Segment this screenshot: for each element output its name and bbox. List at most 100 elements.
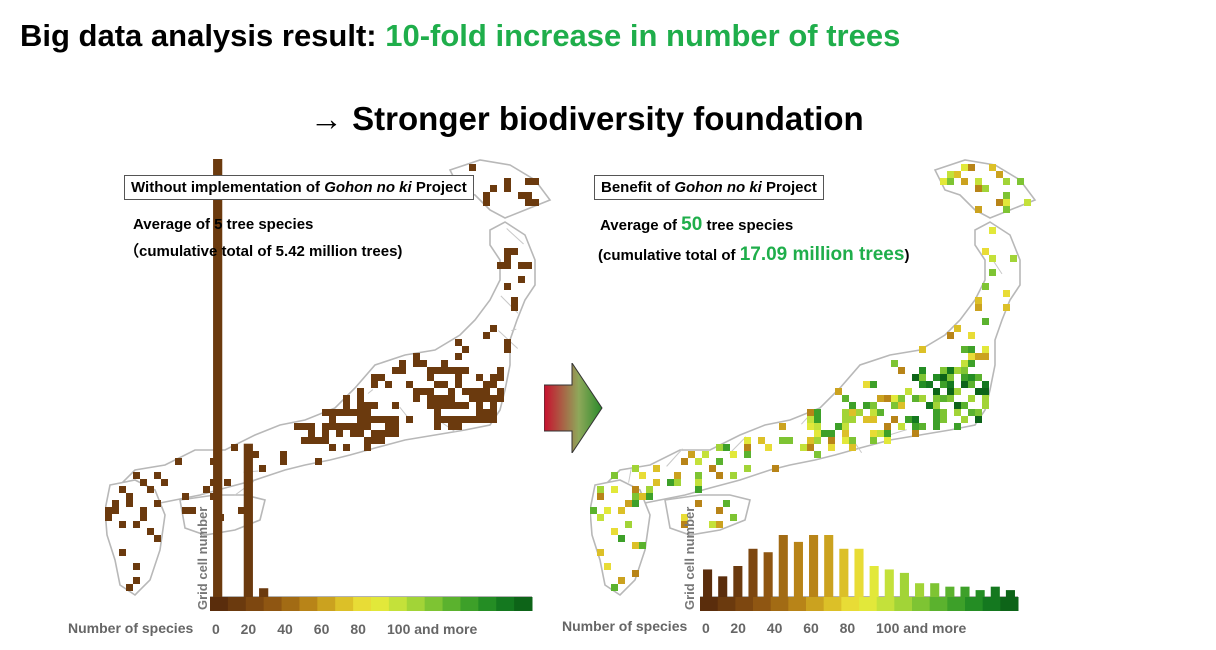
- grid-cell: [112, 507, 119, 514]
- slide-subtitle: → Stronger biodiversity foundation: [310, 100, 864, 137]
- grid-cell: [814, 409, 821, 416]
- grid-cell: [968, 353, 975, 360]
- grid-cell: [378, 416, 385, 423]
- grid-cell: [926, 402, 933, 409]
- grid-cell: [898, 402, 905, 409]
- grid-cell: [954, 388, 961, 395]
- grid-cell: [182, 507, 189, 514]
- grid-cell: [455, 416, 462, 423]
- grid-cell: [371, 430, 378, 437]
- grid-cell: [898, 367, 905, 374]
- grid-cell: [786, 437, 793, 444]
- grid-cell: [161, 479, 168, 486]
- grid-cell: [814, 416, 821, 423]
- grid-cell: [497, 367, 504, 374]
- hist-bar: [1005, 590, 1015, 597]
- hist-bar: [748, 548, 758, 597]
- hist-bar: [990, 586, 1000, 597]
- grid-cell: [343, 409, 350, 416]
- grid-cell: [364, 416, 371, 423]
- colorbar-segment: [876, 597, 895, 611]
- grid-cell: [455, 402, 462, 409]
- grid-cell: [681, 521, 688, 528]
- right-average: Average of 50 tree species: [600, 214, 793, 236]
- grid-cell: [483, 192, 490, 199]
- title-prefix: Big data analysis result:: [20, 18, 386, 53]
- grid-cell: [154, 535, 161, 542]
- right-tick-label: 80: [839, 620, 856, 636]
- grid-cell: [961, 360, 968, 367]
- grid-cell: [975, 185, 982, 192]
- grid-cell: [933, 388, 940, 395]
- grid-cell: [674, 479, 681, 486]
- grid-cell: [378, 430, 385, 437]
- grid-cell: [364, 437, 371, 444]
- grid-cell: [849, 437, 856, 444]
- grid-cell: [147, 528, 154, 535]
- grid-cell: [224, 479, 231, 486]
- grid-cell: [385, 416, 392, 423]
- grid-cell: [632, 570, 639, 577]
- grid-cell: [723, 500, 730, 507]
- right-box-italic: Gohon no ki: [674, 179, 762, 196]
- prefecture-border: [628, 468, 632, 483]
- grid-cell: [371, 416, 378, 423]
- grid-cell: [448, 402, 455, 409]
- grid-cell: [982, 402, 989, 409]
- grid-cell: [779, 423, 786, 430]
- grid-cell: [301, 437, 308, 444]
- grid-cell: [280, 451, 287, 458]
- grid-cell: [462, 402, 469, 409]
- grid-cell: [1003, 304, 1010, 311]
- grid-cell: [933, 395, 940, 402]
- grid-cell: [413, 388, 420, 395]
- colorbar-segment: [965, 597, 984, 611]
- colorbar-segment: [841, 597, 860, 611]
- grid-cell: [989, 255, 996, 262]
- grid-cell: [744, 451, 751, 458]
- grid-cell: [322, 409, 329, 416]
- grid-cell: [441, 402, 448, 409]
- grid-cell: [336, 423, 343, 430]
- grid-cell: [448, 367, 455, 374]
- grid-cell: [730, 451, 737, 458]
- grid-cell: [646, 486, 653, 493]
- grid-cell: [1003, 192, 1010, 199]
- grid-cell: [469, 395, 476, 402]
- colorbar-segment: [823, 597, 842, 611]
- left-box-prefix: Without implementation of: [131, 179, 325, 196]
- grid-cell: [308, 437, 315, 444]
- right-histogram: [700, 535, 1019, 611]
- grid-cell: [420, 360, 427, 367]
- grid-cell: [427, 374, 434, 381]
- grid-cell: [912, 423, 919, 430]
- grid-cell: [343, 395, 350, 402]
- colorbar-segment: [281, 597, 300, 611]
- grid-cell: [828, 444, 835, 451]
- grid-cell: [779, 437, 786, 444]
- grid-cell: [490, 325, 497, 332]
- grid-cell: [632, 500, 639, 507]
- grid-cell: [625, 500, 632, 507]
- slide-title: Big data analysis result: 10-fold increa…: [20, 18, 900, 54]
- grid-cell: [975, 353, 982, 360]
- grid-cell: [364, 402, 371, 409]
- grid-cell: [490, 395, 497, 402]
- colorbar-segment: [1000, 597, 1019, 611]
- grid-cell: [483, 381, 490, 388]
- grid-cell: [133, 563, 140, 570]
- grid-cell: [695, 458, 702, 465]
- grid-cell: [814, 423, 821, 430]
- title-highlight: 10-fold increase in number of trees: [385, 18, 901, 53]
- grid-cell: [898, 423, 905, 430]
- grid-cell: [126, 500, 133, 507]
- grid-cell: [975, 304, 982, 311]
- hist-bar: [703, 569, 713, 597]
- grid-cell: [870, 381, 877, 388]
- grid-cell: [849, 416, 856, 423]
- grid-cell: [611, 528, 618, 535]
- hist-bar: [899, 572, 909, 597]
- grid-cell: [469, 416, 476, 423]
- grid-cell: [842, 416, 849, 423]
- colorbar-segment: [735, 597, 754, 611]
